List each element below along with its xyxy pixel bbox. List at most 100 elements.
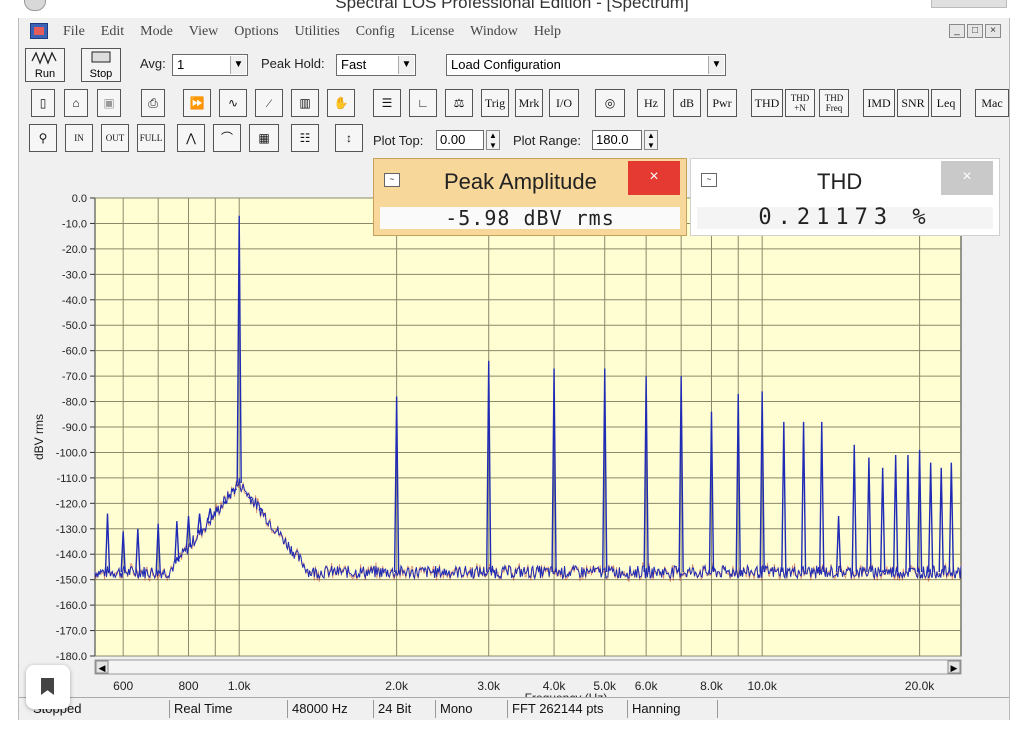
status-window: Hanning — [627, 700, 717, 718]
x-tick-label: 2.0k — [385, 679, 409, 693]
print-icon[interactable]: ⎙ — [141, 89, 165, 117]
menu-window[interactable]: Window — [470, 24, 518, 39]
harmonic-peak — [948, 462, 955, 573]
leq-button[interactable]: Leq — [931, 89, 961, 117]
x-tick-label: 1.0k — [228, 679, 252, 693]
y-tick-label: -150.0 — [56, 575, 87, 587]
spectrum-icon[interactable]: ∿ — [219, 89, 247, 117]
minimize-button[interactable]: _ — [949, 24, 965, 38]
thd-panel[interactable]: ~ THD × 0.21173 % — [690, 158, 1000, 236]
thd-freq-button[interactable]: THD Freq — [819, 89, 849, 117]
peak-icon[interactable]: ⋀ — [177, 124, 205, 152]
menu-mode[interactable]: Mode — [140, 24, 173, 39]
zoom-out-2x-icon[interactable]: OUT — [101, 124, 129, 152]
menu-file[interactable]: File — [63, 24, 85, 39]
document-icon[interactable] — [30, 23, 48, 39]
spur-line — [247, 496, 253, 500]
x-tick-label: 3.0k — [477, 679, 501, 693]
spectrum-chart[interactable]: 0.0 -10.0 -20.0 -30.0 -40.0 -50.0 -60.0 -70.0 -8… — [19, 160, 1009, 700]
db-button[interactable]: dB — [673, 89, 701, 117]
harmonic-peak — [486, 360, 492, 573]
harmonic-peak — [800, 421, 807, 573]
close-icon[interactable]: × — [941, 161, 993, 195]
pwr-button[interactable]: Pwr — [707, 89, 737, 117]
imd-button[interactable]: IMD — [863, 89, 895, 117]
save-icon[interactable]: ▣ — [97, 89, 121, 117]
open-folder-icon[interactable]: ⌂ — [64, 89, 88, 117]
panel-icon[interactable]: ☰ — [373, 89, 401, 117]
menu-options[interactable]: Options — [234, 24, 279, 39]
toolbar-plot: ⚲ IN OUT FULL ⋀ ⌒ ▦ ☷ ↕ Plot Top: 0.00 ▲… — [19, 122, 1009, 156]
thd-value: 0.21173 % — [697, 207, 993, 229]
avg-select[interactable]: 1 ▼ — [172, 54, 248, 76]
run-button[interactable]: Run — [25, 48, 65, 82]
plot-top-label: Plot Top: — [373, 133, 424, 148]
menu-view[interactable]: View — [188, 24, 219, 39]
snr-button[interactable]: SNR — [897, 89, 929, 117]
restore-button[interactable]: □ — [967, 24, 983, 38]
zoom-in-2x-icon[interactable]: IN — [65, 124, 93, 152]
bars-icon[interactable]: ▥ — [291, 89, 319, 117]
plot-range-input[interactable]: 180.0 — [592, 130, 642, 150]
hz-button[interactable]: Hz — [637, 89, 665, 117]
close-icon[interactable]: × — [628, 161, 680, 195]
status-fft-size: FFT 262144 pts — [507, 700, 627, 718]
menu-license[interactable]: License — [410, 24, 455, 39]
spectrum-plot: 0.0 -10.0 -20.0 -30.0 -40.0 -50.0 -60.0 -70.0 -8… — [19, 160, 1009, 700]
sine-icon[interactable]: ◎ — [595, 89, 625, 117]
range-icon[interactable]: ↕ — [335, 124, 363, 152]
plot-top-input[interactable]: 0.00 — [436, 130, 484, 150]
harmonic-peak — [851, 444, 857, 573]
new-file-icon[interactable]: ▯ — [31, 89, 55, 117]
harmonic-peak — [916, 449, 923, 573]
plot-top-spinner[interactable]: ▲ ▼ — [486, 130, 500, 150]
scale-icon[interactable]: ⚖ — [445, 89, 473, 117]
menu-help[interactable]: Help — [533, 24, 562, 39]
io-button[interactable]: I/O — [549, 89, 579, 117]
x-tick-label: 800 — [178, 679, 198, 693]
plot-range-spinner[interactable]: ▲ ▼ — [644, 130, 658, 150]
close-button[interactable]: × — [985, 24, 1001, 38]
menu-edit[interactable]: Edit — [100, 24, 125, 39]
harmonic-peak — [927, 462, 934, 573]
signal-icon[interactable]: ⁄ — [255, 89, 283, 117]
bookmark-button[interactable] — [26, 665, 70, 709]
axis-icon[interactable]: ∟ — [409, 89, 437, 117]
envelope-icon[interactable]: ⌒ — [213, 124, 241, 152]
thd-n-button[interactable]: THD +N — [785, 89, 815, 117]
harmonic-peak — [879, 467, 886, 573]
harmonic-peak — [393, 396, 400, 573]
horizontal-scrollbar — [94, 659, 962, 675]
zoom-icon[interactable]: ⚲ — [29, 124, 57, 152]
window-close-button[interactable] — [931, 0, 1007, 8]
y-tick-label: -110.0 — [57, 473, 87, 485]
chevron-down-icon[interactable]: ▼ — [708, 56, 724, 74]
hand-icon[interactable]: ✋ — [327, 89, 355, 117]
peak-amplitude-panel[interactable]: ~ Peak Amplitude × -5.98 dBV rms — [373, 158, 687, 236]
peak-hold-select[interactable]: Fast ▼ — [336, 54, 416, 76]
y-tick-label: -30.0 — [62, 269, 87, 281]
list-icon[interactable]: ☷ — [291, 124, 319, 152]
main-window: File Edit Mode View Options Utilities Config Li… — [18, 18, 1010, 720]
menu-config[interactable]: Config — [355, 24, 395, 39]
stop-button[interactable]: Stop — [81, 48, 121, 82]
spur-line — [258, 507, 264, 511]
histogram-icon[interactable]: ▦ — [249, 124, 279, 152]
configuration-select[interactable]: Load Configuration ▼ — [446, 54, 726, 76]
fast-forward-icon[interactable]: ⏩ — [183, 89, 211, 117]
thd-button[interactable]: THD — [751, 89, 783, 117]
spur-line — [120, 531, 126, 573]
mac-button[interactable]: Mac — [975, 89, 1009, 117]
scroll-right-button — [947, 660, 961, 674]
chevron-right-icon: ▶ — [951, 663, 958, 673]
chevron-down-icon[interactable]: ▼ — [398, 56, 414, 74]
chevron-down-icon[interactable]: ▼ — [230, 56, 246, 74]
zoom-full-icon[interactable]: FULL — [137, 124, 165, 152]
harmonic-peak — [781, 421, 787, 573]
y-tick-label: -130.0 — [56, 524, 87, 536]
mrk-button[interactable]: Mrk — [515, 89, 543, 117]
trig-button[interactable]: Trig — [481, 89, 509, 117]
y-tick-label: -20.0 — [62, 244, 87, 256]
plot-range-value: 180.0 — [596, 132, 629, 147]
menu-utilities[interactable]: Utilities — [294, 24, 340, 39]
